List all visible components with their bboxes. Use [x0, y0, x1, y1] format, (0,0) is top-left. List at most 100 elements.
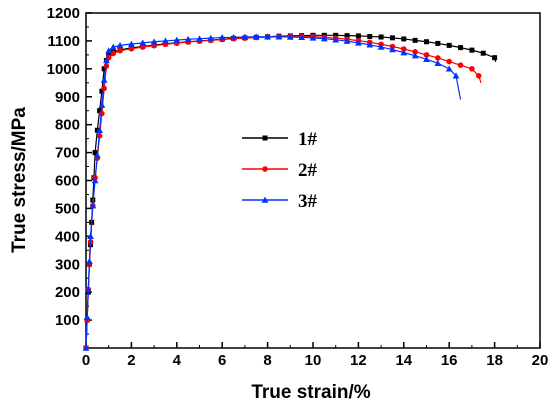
- series-1-point: [458, 45, 464, 51]
- series-3-point: [434, 59, 442, 66]
- series-3-point: [139, 39, 147, 46]
- series-3-point: [366, 41, 374, 48]
- series-1-point: [435, 40, 441, 46]
- y-axis-title: True stress/MPa: [9, 107, 30, 253]
- y-tick-label: 1000: [47, 61, 80, 78]
- y-tick-label: 400: [55, 228, 80, 245]
- series-3-point: [332, 36, 340, 43]
- legend-item-2: 2#: [242, 160, 318, 181]
- x-tick-label: 2: [127, 352, 135, 369]
- series-3-point: [355, 39, 362, 46]
- series-3-point: [320, 35, 328, 42]
- series-3-point: [98, 101, 106, 108]
- series-1-point: [355, 33, 361, 39]
- y-tick-label: 900: [55, 89, 80, 106]
- series-2-point: [469, 66, 475, 72]
- series-3-point: [93, 151, 101, 159]
- series-2-point: [423, 52, 430, 58]
- x-tick-label: 20: [532, 352, 549, 369]
- series-1-point: [412, 37, 418, 43]
- y-tick-label: 200: [55, 284, 80, 301]
- series-2-point: [401, 46, 407, 52]
- series-3: [82, 33, 462, 351]
- series-3-point: [286, 33, 294, 40]
- series-1-point: [480, 50, 486, 56]
- series-3-point: [100, 76, 108, 83]
- y-tick-label: 600: [55, 173, 80, 190]
- x-tick-label: 0: [82, 352, 90, 369]
- series-3-point: [275, 33, 283, 40]
- series-2-point: [412, 49, 418, 55]
- series-3-point: [105, 47, 113, 54]
- series-2-point: [139, 44, 146, 50]
- x-tick-label: 4: [173, 352, 182, 369]
- series-3-point: [298, 33, 306, 41]
- series-2-point: [110, 50, 117, 57]
- legend-swatch-marker: [261, 196, 269, 203]
- series-1-point: [492, 55, 498, 61]
- x-tick-label: 18: [486, 352, 503, 369]
- series-1-point: [424, 39, 429, 45]
- y-tick-label: 100: [55, 312, 80, 329]
- x-tick-label: 6: [218, 352, 226, 369]
- series-3-point: [103, 57, 110, 64]
- series-1-point: [401, 36, 407, 42]
- series-2-point: [457, 62, 464, 69]
- series-3-point: [87, 232, 94, 240]
- series-3-point: [89, 202, 97, 209]
- series-3-point: [452, 72, 460, 79]
- series-1-point: [99, 88, 105, 94]
- series-2-point: [435, 55, 441, 61]
- x-axis-title: True strain/%: [251, 382, 370, 403]
- series-3-line: [85, 36, 462, 349]
- series-3-point: [377, 43, 385, 50]
- series-3-point: [252, 33, 260, 40]
- series-1-point: [97, 108, 103, 114]
- y-tick-label: 1200: [47, 5, 80, 22]
- series-1-point: [446, 42, 452, 48]
- series-3-point: [116, 41, 124, 49]
- series-3-point: [400, 49, 408, 56]
- y-tick-label: 500: [55, 200, 80, 217]
- series-3-point: [91, 177, 99, 184]
- series-3-point: [84, 285, 92, 293]
- legend-label: 2#: [298, 160, 318, 181]
- series-3-point: [184, 35, 192, 42]
- series-3-point: [445, 65, 453, 72]
- series-1-point: [101, 66, 107, 72]
- series-3-point: [173, 36, 181, 43]
- legend-swatch-marker: [262, 135, 268, 141]
- series-3-point: [83, 313, 91, 321]
- series-3-point: [309, 34, 317, 41]
- x-tick-label: 14: [395, 352, 412, 369]
- series-3-point: [423, 55, 430, 63]
- series-3-point: [196, 35, 203, 42]
- x-tick-label: 16: [441, 352, 458, 369]
- series-3-point: [389, 46, 396, 53]
- legend: 1# 2# 3#: [242, 129, 318, 212]
- series-1: [83, 32, 498, 351]
- series-3-point: [218, 34, 226, 41]
- y-tick-label: 1100: [47, 33, 80, 50]
- x-tick-label: 12: [350, 352, 367, 369]
- series-2-point: [128, 45, 135, 52]
- series-3-point: [411, 52, 419, 59]
- legend-item-3: 3#: [242, 191, 318, 212]
- series-1-point: [367, 33, 373, 39]
- legend-swatch-marker: [262, 166, 268, 172]
- series-1-point: [389, 35, 395, 41]
- legend-label: 3#: [298, 191, 318, 212]
- series-3-point: [86, 258, 93, 265]
- series-1-point: [344, 33, 350, 39]
- series-2-point: [446, 58, 453, 65]
- x-tick-label: 8: [263, 352, 271, 369]
- ticks-layer: 0 2 4 6 8 10 12 14 16 18 20 100 200 300 400 500 600 700 80…: [47, 5, 549, 369]
- series-3-point: [264, 33, 271, 40]
- series-3-point: [162, 37, 169, 44]
- series-2-point: [117, 47, 123, 54]
- series-3-point: [241, 33, 249, 40]
- series-1-line: [85, 34, 497, 349]
- series-3-point: [343, 37, 351, 44]
- series-1-point: [92, 150, 98, 156]
